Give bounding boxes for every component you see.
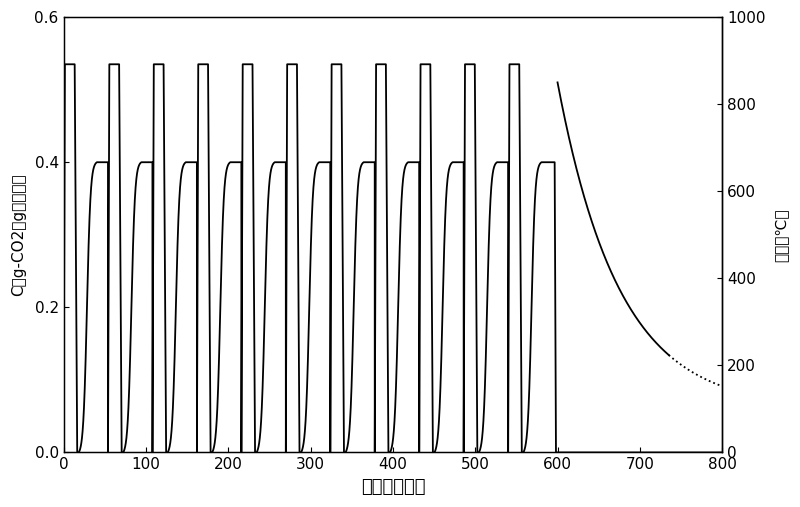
X-axis label: 时间（分钒）: 时间（分钒） — [361, 478, 425, 496]
Y-axis label: C（g-CO2／g吸附剂）: C（g-CO2／g吸附剂） — [11, 173, 26, 296]
Y-axis label: 温度（℃）: 温度（℃） — [774, 208, 789, 262]
